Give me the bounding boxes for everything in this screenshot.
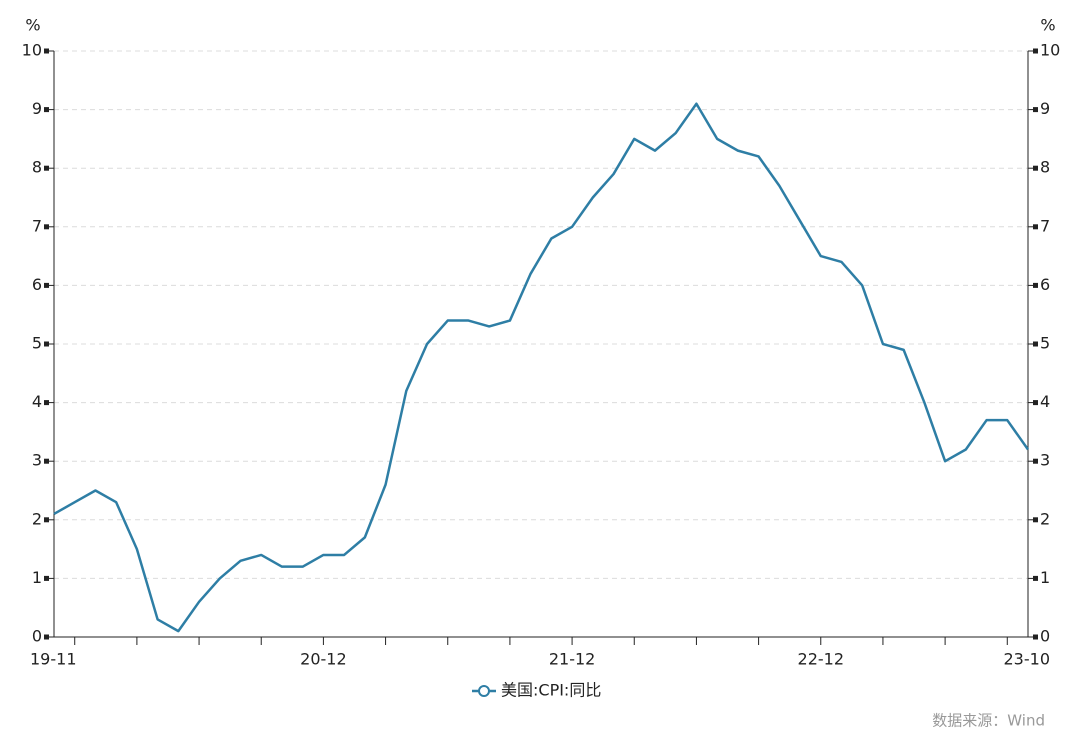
y2-tick-label: 1 [1040, 568, 1050, 587]
x-tick-label: 23-10 [1004, 650, 1051, 669]
y2-unit: % [1040, 16, 1055, 35]
legend-label: 美国:CPI:同比 [501, 681, 601, 700]
y-tick-label: 8 [32, 158, 42, 177]
y2-tick-label: 7 [1040, 216, 1050, 235]
y2-tick-marker [1033, 224, 1038, 230]
y-tick-label: 7 [32, 216, 42, 235]
y-tick-marker [44, 165, 49, 171]
y2-tick-marker [1033, 282, 1038, 288]
y-unit: % [25, 16, 40, 35]
y2-tick-label: 8 [1040, 158, 1050, 177]
y-tick-label: 4 [32, 392, 42, 411]
y2-tick-label: 4 [1040, 392, 1050, 411]
y-tick-marker [44, 458, 49, 464]
source: 数据来源：Wind [932, 712, 1045, 730]
y-tick-marker [44, 517, 49, 523]
y-tick-marker [44, 341, 49, 347]
x-tick-label: 21-12 [549, 650, 596, 669]
y-tick-marker [44, 107, 49, 113]
x-tick-label: 20-12 [300, 650, 347, 669]
y2-tick-label: 5 [1040, 334, 1050, 353]
y-tick-label: 2 [32, 509, 42, 528]
y-tick-label: 10 [22, 41, 42, 60]
y-tick-marker [44, 634, 49, 640]
y2-tick-label: 2 [1040, 509, 1050, 528]
y2-tick-label: 0 [1040, 627, 1050, 646]
y-tick-marker [44, 48, 49, 54]
y-tick-label: 3 [32, 451, 42, 470]
y2-tick-label: 3 [1040, 451, 1050, 470]
y-tick-marker [44, 282, 49, 288]
y-tick-marker [44, 400, 49, 406]
y-tick-label: 6 [32, 275, 42, 294]
y2-tick-marker [1033, 517, 1038, 523]
y-tick-label: 0 [32, 627, 42, 646]
y2-tick-label: 10 [1040, 41, 1060, 60]
y2-tick-marker [1033, 165, 1038, 171]
y-tick-label: 5 [32, 334, 42, 353]
series-line [53, 102, 1030, 633]
x-tick-label: 22-12 [798, 650, 845, 669]
y2-tick-label: 6 [1040, 275, 1050, 294]
y2-tick-marker [1033, 400, 1038, 406]
y2-tick-marker [1033, 458, 1038, 464]
legend-marker [478, 685, 490, 697]
y2-tick-marker [1033, 634, 1038, 640]
y2-tick-marker [1033, 107, 1038, 113]
y2-tick-marker [1033, 575, 1038, 581]
y2-tick-marker [1033, 341, 1038, 347]
y-tick-marker [44, 224, 49, 230]
y2-tick-marker [1033, 48, 1038, 54]
y-tick-marker [44, 575, 49, 581]
y-tick-label: 1 [32, 568, 42, 587]
x-tick-label: 19-11 [30, 650, 77, 669]
y-tick-label: 9 [32, 99, 42, 118]
y2-tick-label: 9 [1040, 99, 1050, 118]
